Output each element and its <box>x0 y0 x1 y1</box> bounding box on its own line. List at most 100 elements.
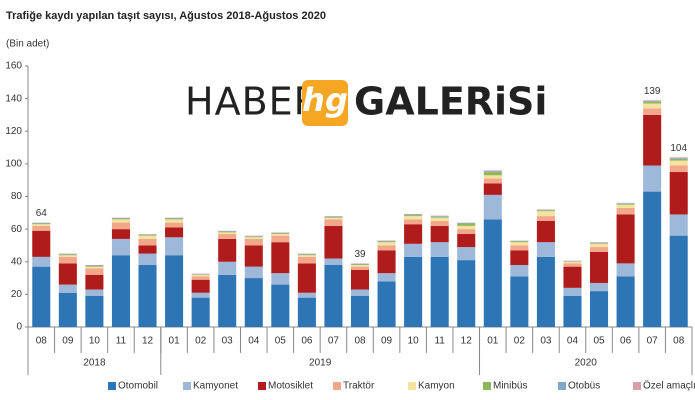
total-label: 104 <box>670 143 687 154</box>
bar-segment <box>324 258 343 266</box>
legend-swatch <box>108 382 116 390</box>
bar-segment <box>297 254 316 256</box>
y-tick-label: 0 <box>16 322 22 333</box>
total-label: 139 <box>644 86 661 97</box>
x-tick-label: 05 <box>275 336 287 347</box>
x-tick-label: 01 <box>487 336 499 347</box>
y-tick-label: 40 <box>11 256 23 267</box>
x-tick-label: 06 <box>620 336 632 347</box>
bar-segment <box>297 263 316 293</box>
bar-segment <box>669 158 688 161</box>
bar-segment <box>138 265 157 327</box>
y-axis-label: (Bin adet) <box>6 39 49 50</box>
bar-segment <box>377 242 396 246</box>
bar-segment <box>457 234 476 248</box>
bar-segment <box>111 218 130 220</box>
bar-segment <box>590 247 609 252</box>
bar-segment <box>271 235 290 243</box>
bar-segment <box>510 265 529 277</box>
legend-label: Motosiklet <box>268 381 313 392</box>
bar-segment <box>218 274 237 327</box>
bar-segment <box>297 292 316 298</box>
bar-segment <box>483 170 502 172</box>
x-tick-label: 07 <box>647 336 659 347</box>
y-tick-label: 80 <box>11 191 23 202</box>
bar-segment <box>58 255 77 257</box>
bar-segment <box>510 250 529 266</box>
bar-segment <box>377 245 396 251</box>
bar-segment <box>271 273 290 285</box>
year-label: 2019 <box>309 358 332 369</box>
y-tick-label: 140 <box>5 93 22 104</box>
x-tick-label: 10 <box>408 336 420 347</box>
bar-segment <box>430 216 449 217</box>
bar-segment <box>271 233 290 235</box>
bar-segment <box>111 255 130 327</box>
x-tick-label: 06 <box>301 336 313 347</box>
watermark-right: GALERiSi <box>354 80 547 124</box>
x-tick-label: 04 <box>567 336 579 347</box>
bar-segment <box>483 171 502 173</box>
bar-segment <box>377 241 396 243</box>
legend-label: Kamyon <box>418 381 455 392</box>
watermark-left: HABER <box>185 80 321 124</box>
bar-segment <box>85 274 104 290</box>
bar-segment <box>430 256 449 327</box>
bar-segment <box>483 219 502 327</box>
bar-segment <box>536 242 555 257</box>
legend-swatch <box>483 382 491 390</box>
bar-segment <box>324 265 343 327</box>
bar-segment <box>271 234 290 236</box>
watermark-logo: hg <box>302 81 348 119</box>
bar-segment <box>324 219 343 226</box>
bar-segment <box>244 266 263 279</box>
bar-segment <box>483 194 502 220</box>
legend-label: Minibüs <box>493 381 527 392</box>
watermark-logo-box <box>302 80 348 126</box>
bar-segment <box>563 263 582 267</box>
bar-segment <box>483 175 502 179</box>
bar-segment <box>404 219 423 225</box>
bar-segment <box>590 243 609 248</box>
bar-segment <box>244 238 263 246</box>
bar-segment <box>58 292 77 327</box>
bar-segment <box>669 157 688 159</box>
legend-swatch <box>408 382 416 390</box>
bar-segment <box>457 260 476 327</box>
bar-segment <box>430 217 449 221</box>
bar-segment <box>165 237 184 256</box>
bar-segment <box>643 101 662 104</box>
bar-segment <box>510 276 529 327</box>
bar-segment <box>191 279 210 293</box>
legend-swatch <box>183 382 191 390</box>
bar-segment <box>324 225 343 259</box>
bar-segment <box>58 256 77 264</box>
bar-segment <box>350 289 370 297</box>
bar-segment <box>430 225 449 243</box>
bar-segment <box>404 215 423 217</box>
y-tick-label: 120 <box>5 126 22 137</box>
bar-segment <box>32 230 51 257</box>
x-tick-label: 08 <box>354 336 366 347</box>
bar-segment <box>643 100 662 102</box>
bar-segment <box>218 238 237 262</box>
y-tick-label: 20 <box>11 289 23 300</box>
x-tick-label: 11 <box>116 336 127 347</box>
bar-segment <box>616 204 635 208</box>
y-tick-label: 160 <box>5 61 22 72</box>
bar-segment <box>377 250 396 274</box>
x-tick-label: 02 <box>195 336 207 347</box>
bar-segment <box>563 266 582 288</box>
bar-segment <box>32 223 51 225</box>
bar-segment <box>244 236 263 238</box>
bar-segment <box>218 234 237 239</box>
bar-segment <box>536 216 555 221</box>
bar-segment <box>590 282 609 292</box>
x-tick-label: 03 <box>540 336 552 347</box>
bar-segment <box>430 220 449 226</box>
x-tick-label: 03 <box>222 336 234 347</box>
bar-segment <box>350 265 370 267</box>
bar-segment <box>111 219 130 223</box>
bar-segment <box>483 183 502 195</box>
bar-segment <box>58 284 77 293</box>
